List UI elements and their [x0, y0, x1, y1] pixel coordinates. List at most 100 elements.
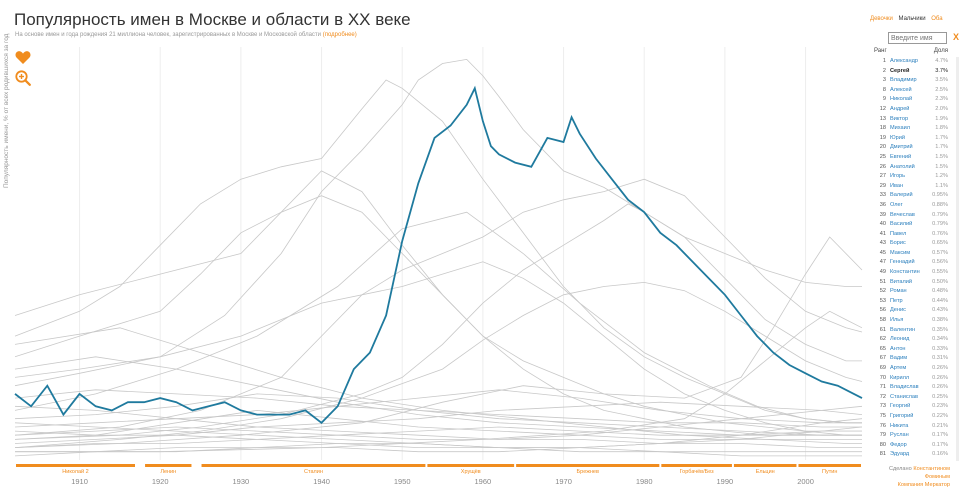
tab-female[interactable]: Девочки: [870, 16, 893, 22]
ranking-row[interactable]: 45 Максим 0.57%: [874, 249, 948, 259]
ranking-row[interactable]: 19 Юрий 1.7%: [874, 134, 948, 144]
ranking-name: Николай: [890, 96, 913, 103]
ranking-row[interactable]: 52 Роман 0.48%: [874, 287, 948, 297]
era-bar[interactable]: [427, 464, 515, 467]
zoom-in-icon[interactable]: [15, 70, 31, 86]
ranking-row[interactable]: 58 Илья 0.38%: [874, 316, 948, 326]
name-search-input[interactable]: [888, 32, 947, 44]
ranking-name: Владимир: [890, 77, 917, 84]
ranking-row[interactable]: 20 Дмитрий 1.7%: [874, 143, 948, 153]
ranking-share: 0.25%: [932, 393, 948, 400]
background-series-line[interactable]: [14, 170, 862, 432]
ranking-row[interactable]: 56 Денис 0.43%: [874, 306, 948, 316]
ranking-row[interactable]: 3 Владимир 3.5%: [874, 76, 948, 86]
ranking-row[interactable]: 75 Григорий 0.22%: [874, 412, 948, 422]
background-series-line[interactable]: [14, 58, 862, 387]
ranking-share: 0.17%: [932, 432, 948, 439]
background-series-line[interactable]: [14, 327, 862, 444]
ranking-name: Федор: [890, 441, 907, 448]
ranking-row[interactable]: 47 Геннадий 0.56%: [874, 258, 948, 268]
ranking-row[interactable]: 51 Виталий 0.50%: [874, 278, 948, 288]
ranking-row[interactable]: 81 Эдуард 0.16%: [874, 450, 948, 460]
ranking-row[interactable]: 29 Иван 1.1%: [874, 182, 948, 192]
ranking-row[interactable]: 25 Евгений 1.5%: [874, 153, 948, 163]
ranking-name: Дмитрий: [890, 144, 913, 151]
background-series-line[interactable]: [14, 79, 862, 424]
background-series-line[interactable]: [14, 430, 862, 457]
tab-male[interactable]: Мальчики: [898, 16, 926, 22]
ranking-row[interactable]: 80 Федор 0.17%: [874, 441, 948, 451]
ranking-row[interactable]: 62 Леонид 0.34%: [874, 335, 948, 345]
era-bar[interactable]: [16, 464, 135, 467]
background-series-line[interactable]: [14, 405, 862, 448]
background-series-line[interactable]: [14, 203, 862, 440]
ranking-row[interactable]: 2 Сергей 3.7%: [874, 67, 948, 77]
ranking-row[interactable]: 70 Кирилл 0.26%: [874, 374, 948, 384]
era-label: Хрущёв: [461, 469, 481, 475]
background-series-line[interactable]: [15, 310, 863, 453]
era-bar[interactable]: [201, 464, 426, 467]
ranking-row[interactable]: 8 Алексей 2.5%: [874, 86, 948, 96]
credits-author-link[interactable]: Константином Фоминым: [913, 466, 950, 480]
background-series-line[interactable]: [14, 281, 863, 448]
rank-number: 62: [879, 336, 886, 343]
era-bar[interactable]: [661, 464, 732, 467]
background-series-line[interactable]: [14, 401, 863, 444]
ranking-row[interactable]: 27 Игорь 1.2%: [874, 172, 948, 182]
ranking-row[interactable]: 61 Валентин 0.35%: [874, 326, 948, 336]
ranking-row[interactable]: 43 Борис 0.65%: [874, 239, 948, 249]
background-series-line[interactable]: [14, 356, 862, 436]
background-series-line[interactable]: [14, 422, 862, 453]
background-series-line[interactable]: [14, 405, 863, 440]
rank-number: 81: [879, 451, 886, 458]
ranking-row[interactable]: 26 Анатолий 1.5%: [874, 163, 948, 173]
ranking-row[interactable]: 69 Артем 0.26%: [874, 364, 948, 374]
background-series-line[interactable]: [14, 389, 862, 428]
ranking-row[interactable]: 73 Георгий 0.23%: [874, 402, 948, 412]
more-info-link[interactable]: (подробнее): [322, 32, 357, 38]
ranking-row[interactable]: 1 Александр 4.7%: [874, 57, 948, 67]
ranking-row[interactable]: 79 Руслан 0.17%: [874, 431, 948, 441]
background-series-line[interactable]: [14, 236, 863, 448]
ranking-row[interactable]: 36 Олег 0.88%: [874, 201, 948, 211]
highlighted-series-line[interactable]: [14, 85, 863, 424]
background-series-line[interactable]: [14, 426, 863, 448]
ranking-row[interactable]: 39 Вячеслав 0.79%: [874, 211, 948, 221]
ranking-row[interactable]: 13 Виктор 1.9%: [874, 115, 948, 125]
tab-both[interactable]: Оба: [931, 16, 943, 22]
era-bar[interactable]: [733, 464, 797, 467]
era-bar[interactable]: [145, 464, 192, 467]
ranking-row[interactable]: 33 Валерий 0.95%: [874, 191, 948, 201]
background-series-line[interactable]: [14, 211, 862, 424]
page-subtitle: На основе имен и года рождения 21 миллио…: [15, 32, 357, 38]
ranking-row[interactable]: 49 Константин 0.55%: [874, 268, 948, 278]
ranking-scrollbar[interactable]: [956, 57, 959, 461]
clear-search-button[interactable]: X: [953, 32, 960, 42]
ranking-name: Олег: [890, 201, 903, 208]
background-series-line[interactable]: [14, 195, 862, 436]
background-series-line[interactable]: [14, 430, 862, 457]
era-bar[interactable]: [516, 464, 660, 467]
rank-number: 53: [879, 297, 886, 304]
rank-number: 19: [879, 134, 886, 141]
heart-icon[interactable]: [15, 50, 31, 65]
ranking-row[interactable]: 72 Станислав 0.25%: [874, 393, 948, 403]
ranking-row[interactable]: 12 Андрей 2.0%: [874, 105, 948, 115]
ranking-row[interactable]: 65 Антон 0.33%: [874, 345, 948, 355]
ranking-row[interactable]: 53 Петр 0.44%: [874, 297, 948, 307]
ranking-row[interactable]: 67 Вадим 0.31%: [874, 354, 948, 364]
ranking-row[interactable]: 9 Николай 2.3%: [874, 95, 948, 105]
credits-company-link[interactable]: Компания Меркатор: [897, 482, 950, 488]
ranking-row[interactable]: 76 Никита 0.21%: [874, 422, 948, 432]
ranking-row[interactable]: 71 Владислав 0.26%: [874, 383, 948, 393]
ranking-row[interactable]: 40 Василий 0.79%: [874, 220, 948, 230]
ranking-share: 1.5%: [935, 153, 948, 160]
background-series-line[interactable]: [14, 389, 862, 428]
ranking-share: 0.26%: [932, 374, 948, 381]
ranking-name: Виталий: [890, 278, 912, 285]
ranking-row[interactable]: 41 Павел 0.76%: [874, 230, 948, 240]
ranking-row[interactable]: 18 Михаил 1.8%: [874, 124, 948, 134]
era-bar[interactable]: [798, 464, 861, 467]
background-series-line[interactable]: [14, 261, 862, 436]
name-popularity-chart[interactable]: Николай 2 Ленин Сталин Хрущёв Брежнев Горбачё…: [0, 0, 870, 496]
